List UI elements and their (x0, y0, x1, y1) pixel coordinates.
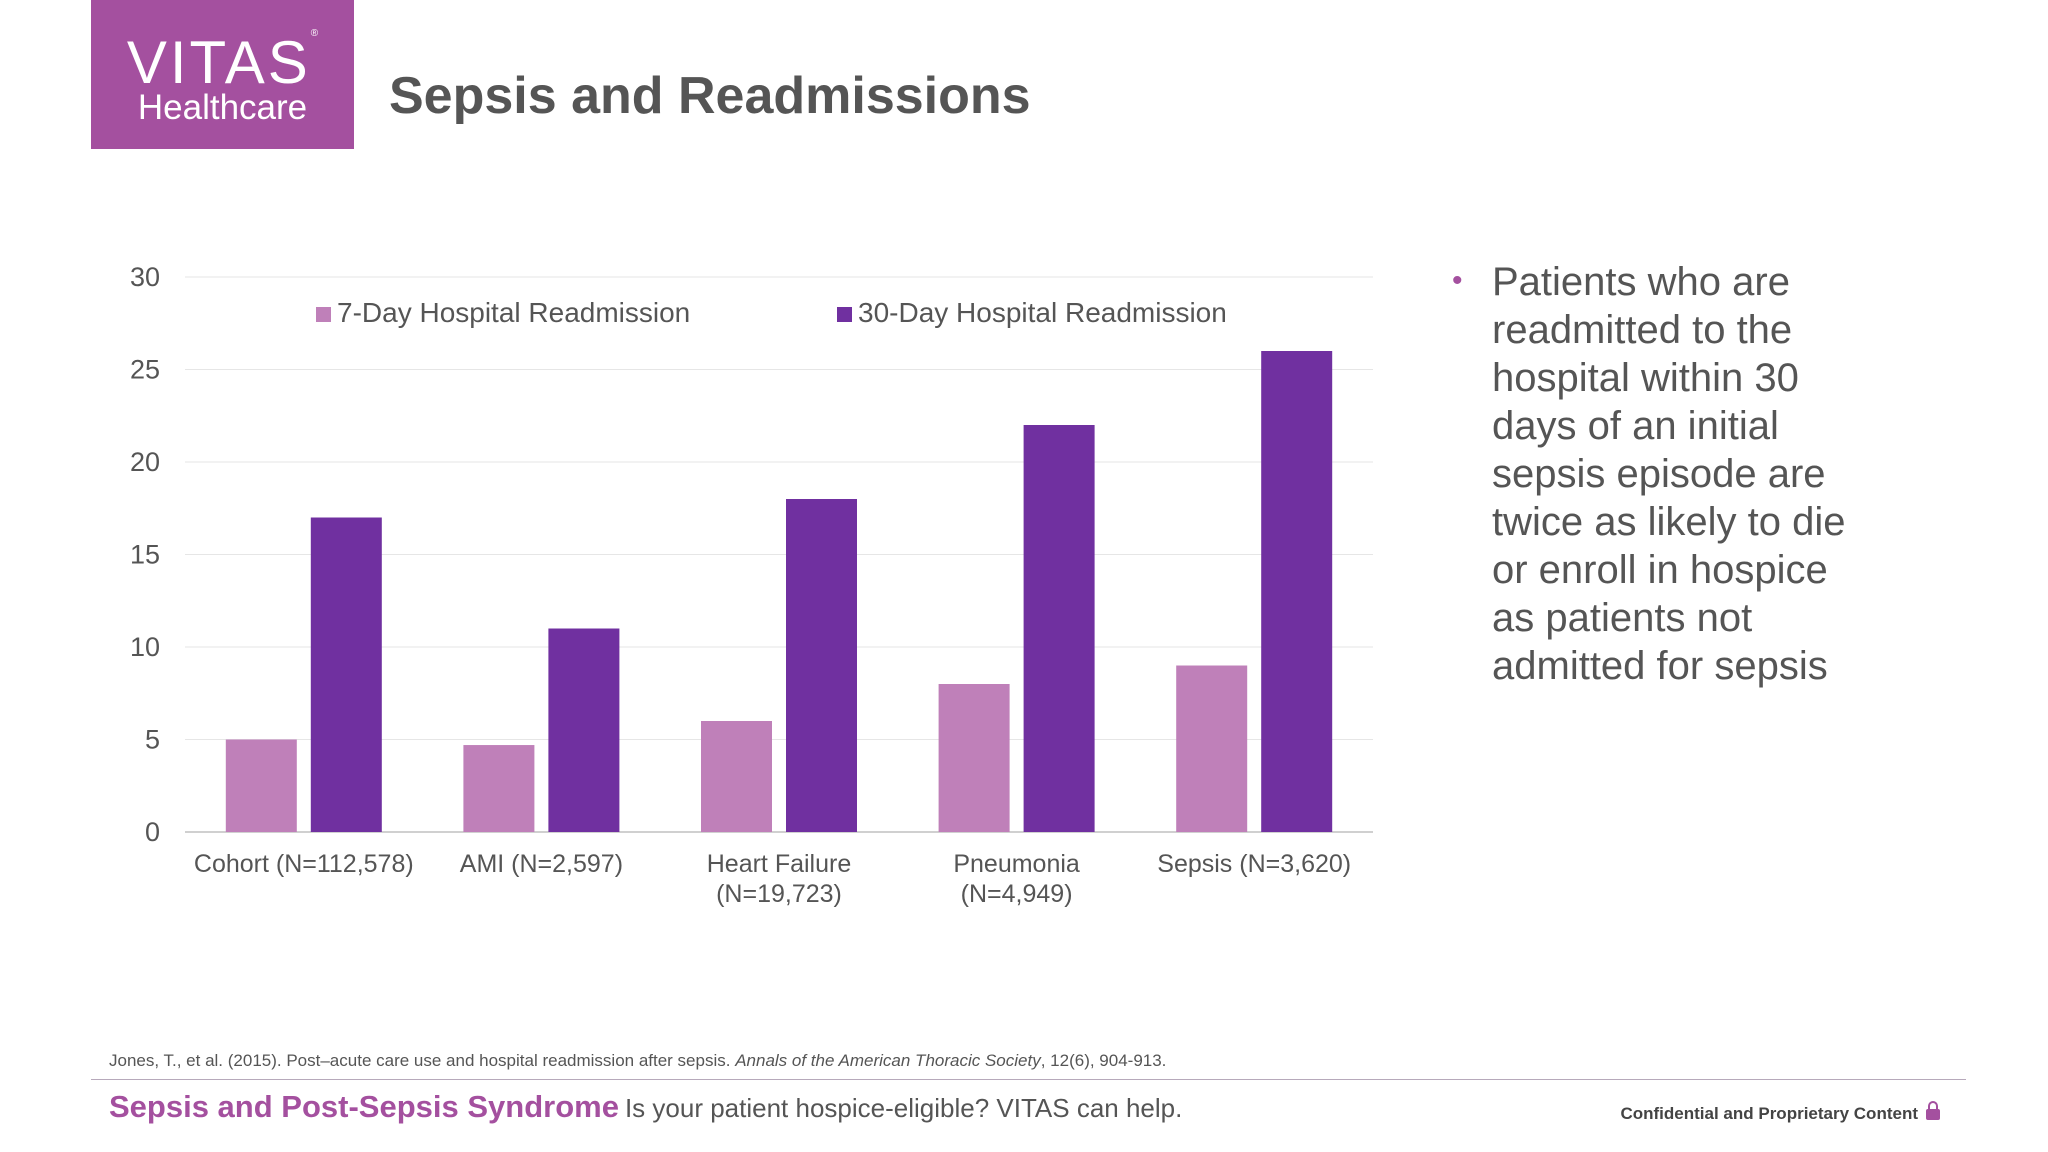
bar-30day (548, 628, 620, 832)
footer-tagline: Is your patient hospice-eligible? VITAS … (624, 1093, 1183, 1123)
logo-subtitle: Healthcare (137, 88, 308, 127)
y-tick-label: 0 (145, 817, 160, 847)
legend-swatch (837, 307, 852, 322)
bullet-text: Patients who are readmitted to the hospi… (1492, 260, 1846, 688)
page-title: Sepsis and Readmissions (389, 67, 1031, 125)
bar-chart: 0 5 10 15 20 25 30 Cohort (N=112,578) AMI (N=2,5… (130, 262, 1373, 908)
footer-left: Sepsis and Post-Sepsis Syndrome Is your p… (109, 1089, 1182, 1125)
footer-divider (91, 1079, 1966, 1080)
x-tick-label: Pneumonia (953, 850, 1080, 878)
lock-icon (1926, 1101, 1940, 1120)
y-tick-label: 5 (145, 725, 160, 755)
y-tick-label: 25 (130, 355, 160, 385)
y-tick-label: 20 (130, 447, 160, 477)
vitas-logo: VITAS® Healthcare (91, 0, 354, 149)
y-tick-label: 10 (130, 632, 160, 662)
x-tick-label: Cohort (N=112,578) (194, 850, 414, 878)
footer-confidential: Confidential and Proprietary Content (1620, 1101, 1940, 1124)
bullet-dot-icon: • (1452, 264, 1463, 297)
bar-7day (225, 739, 297, 832)
bar-30day (1261, 351, 1333, 832)
bullet-list: • Patients who are readmitted to the hos… (1452, 258, 1872, 690)
x-tick-label: (N=4,949) (961, 880, 1073, 908)
legend-label: 30-Day Hospital Readmission (858, 297, 1227, 328)
x-tick-label: (N=19,723) (716, 880, 842, 908)
bar-7day (701, 721, 772, 832)
y-tick-label: 30 (130, 262, 160, 292)
bar-7day (1176, 665, 1248, 832)
legend-label: 7-Day Hospital Readmission (337, 297, 690, 328)
bar-7day (938, 684, 1010, 832)
bar-30day (786, 499, 857, 832)
bar-7day (463, 745, 535, 832)
legend-swatch (316, 307, 331, 322)
bar-30day (310, 517, 382, 832)
footer-title: Sepsis and Post-Sepsis Syndrome (109, 1089, 619, 1124)
x-tick-label: Heart Failure (707, 850, 852, 878)
x-tick-label: Sepsis (N=3,620) (1157, 850, 1351, 878)
bar-30day (1023, 425, 1095, 832)
citation: Jones, T., et al. (2015). Post–acute car… (109, 1051, 1167, 1070)
y-tick-label: 15 (130, 540, 160, 570)
logo-brand: VITAS® (126, 28, 319, 96)
x-tick-label: AMI (N=2,597) (460, 850, 623, 878)
